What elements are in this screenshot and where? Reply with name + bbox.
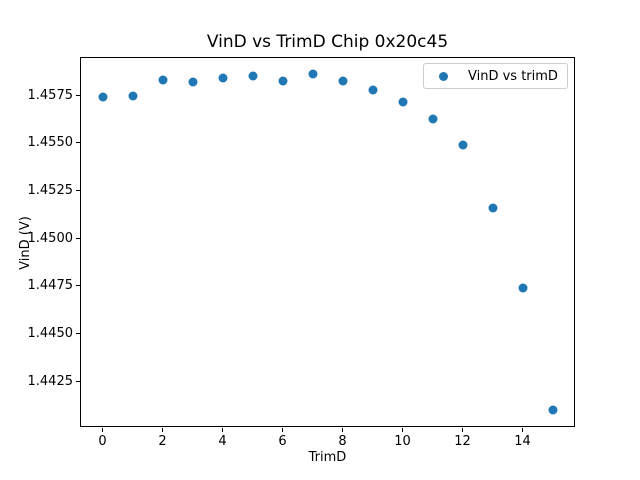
x-tick-mark [162,428,163,432]
y-tick-label: 1.4450 [27,326,74,342]
y-tick-mark [76,94,80,96]
x-tick-label: 4 [218,434,227,449]
y-tick-label: 1.4475 [27,278,74,294]
legend: VinD vs trimD [423,63,568,89]
y-tick-mark [76,142,80,144]
y-tick-label: 1.4500 [27,230,74,246]
x-tick-label: 14 [514,434,531,449]
plot-area [80,57,575,427]
data-point [398,97,407,107]
x-tick-label: 2 [158,434,167,449]
y-tick-label: 1.4425 [27,373,74,389]
data-point [458,140,467,150]
y-tick-label: 1.4550 [27,135,74,151]
data-point [248,71,257,81]
x-tick-mark [522,428,523,432]
y-tick-label: 1.4525 [27,183,74,198]
data-point [128,91,137,101]
x-tick-label: 0 [98,434,107,449]
x-tick-label: 6 [278,434,287,449]
data-point [428,114,437,124]
chart-title: VinD vs TrimD Chip 0x20c45 [206,32,449,52]
data-point [278,76,287,86]
y-tick-mark [76,285,80,287]
data-point [368,85,377,95]
x-tick-mark [222,428,223,432]
y-tick-mark [76,333,80,335]
data-point [188,77,197,87]
x-tick-mark [462,428,463,432]
y-tick-mark [76,380,80,382]
x-tick-label: 10 [394,434,411,449]
x-axis-label: TrimD [308,450,347,465]
x-tick-label: 8 [338,434,347,449]
data-point [218,73,227,83]
data-point [308,69,317,79]
legend-label: VinD vs trimD [468,68,558,84]
x-tick-label: 12 [454,434,471,449]
data-point [98,92,107,102]
x-tick-mark [402,428,403,432]
data-point [338,76,347,86]
y-tick-mark [76,190,80,191]
data-point [518,283,527,293]
legend-marker-icon [439,71,448,81]
data-point [548,405,557,415]
y-tick-mark [76,237,80,239]
data-point [158,75,167,84]
x-tick-mark [342,428,343,432]
x-tick-mark [282,428,283,432]
y-tick-label: 1.4575 [27,87,74,103]
data-point [488,203,497,213]
x-tick-mark [102,428,103,432]
